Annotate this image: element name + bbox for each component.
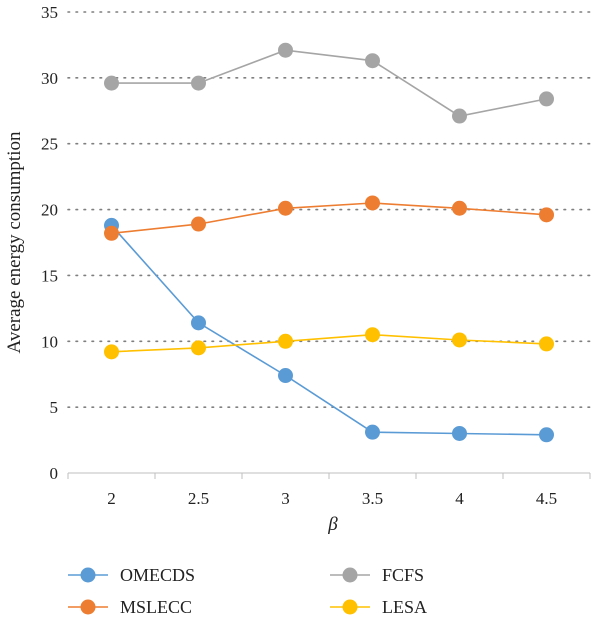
data-point-fcfs (191, 75, 206, 91)
data-point-lesa (278, 333, 293, 349)
data-point-lesa (539, 336, 554, 352)
series-line-mslecc (111, 202, 547, 235)
data-point-lesa (452, 332, 467, 348)
x-tick-label: 2.5 (188, 489, 209, 508)
data-point-mslecc (539, 207, 554, 223)
x-tick-label: 3 (281, 489, 290, 508)
data-point-mslecc (191, 216, 206, 232)
data-point-fcfs (539, 91, 554, 107)
y-tick-label: 10 (41, 332, 58, 351)
y-tick-label: 30 (41, 69, 58, 88)
series-line-omecds (110, 224, 547, 436)
y-tick-label: 15 (41, 266, 58, 285)
y-tick-label: 20 (41, 201, 58, 220)
data-point-lesa (365, 327, 380, 343)
axes: 0 5 10 15 20 25 30 35 2 2.5 3 3.5 4 4.5 β Average energ… (4, 3, 591, 535)
series-line-lesa (111, 333, 547, 353)
x-tick-label: 2 (107, 489, 116, 508)
data-point-lesa (191, 340, 206, 356)
y-tick-label: 5 (50, 398, 59, 417)
x-tick-label: 4 (455, 489, 464, 508)
series-line-fcfs (111, 49, 547, 117)
legend-marker-omecds (80, 567, 96, 583)
data-point-fcfs (452, 108, 467, 124)
legend-label-mslecc: MSLECC (120, 597, 192, 617)
y-tick-label: 25 (41, 135, 58, 154)
data-point-fcfs (104, 75, 119, 91)
legend-marker-lesa (342, 599, 358, 615)
data-point-omecds (452, 425, 467, 441)
data-point-fcfs (365, 53, 380, 69)
y-tick-label: 0 (50, 464, 59, 483)
x-tick-label: 4.5 (536, 489, 557, 508)
legend-label-lesa: LESA (382, 597, 427, 617)
data-point-omecds (191, 315, 206, 331)
data-point-omecds (365, 424, 380, 440)
y-axis-title: Average energy consumption (4, 131, 25, 353)
data-point-mslecc (278, 200, 293, 216)
y-tick-label: 35 (41, 3, 58, 22)
x-tick-label: 3.5 (362, 489, 383, 508)
legend-label-omecds: OMECDS (120, 565, 195, 585)
data-point-mslecc (365, 195, 380, 211)
legend: OMECDS MSLECC FCFS LESA (68, 565, 427, 617)
gridlines (67, 11, 591, 408)
data-point-mslecc (104, 225, 119, 241)
data-point-fcfs (278, 42, 293, 58)
legend-label-fcfs: FCFS (382, 565, 424, 585)
data-point-omecds (539, 427, 554, 443)
data-point-omecds (278, 368, 293, 384)
x-axis-title: β (327, 514, 338, 535)
data-point-mslecc (452, 200, 467, 216)
legend-marker-mslecc (80, 599, 96, 615)
series-lines (104, 42, 554, 443)
legend-marker-fcfs (342, 567, 358, 583)
data-point-lesa (104, 344, 119, 360)
